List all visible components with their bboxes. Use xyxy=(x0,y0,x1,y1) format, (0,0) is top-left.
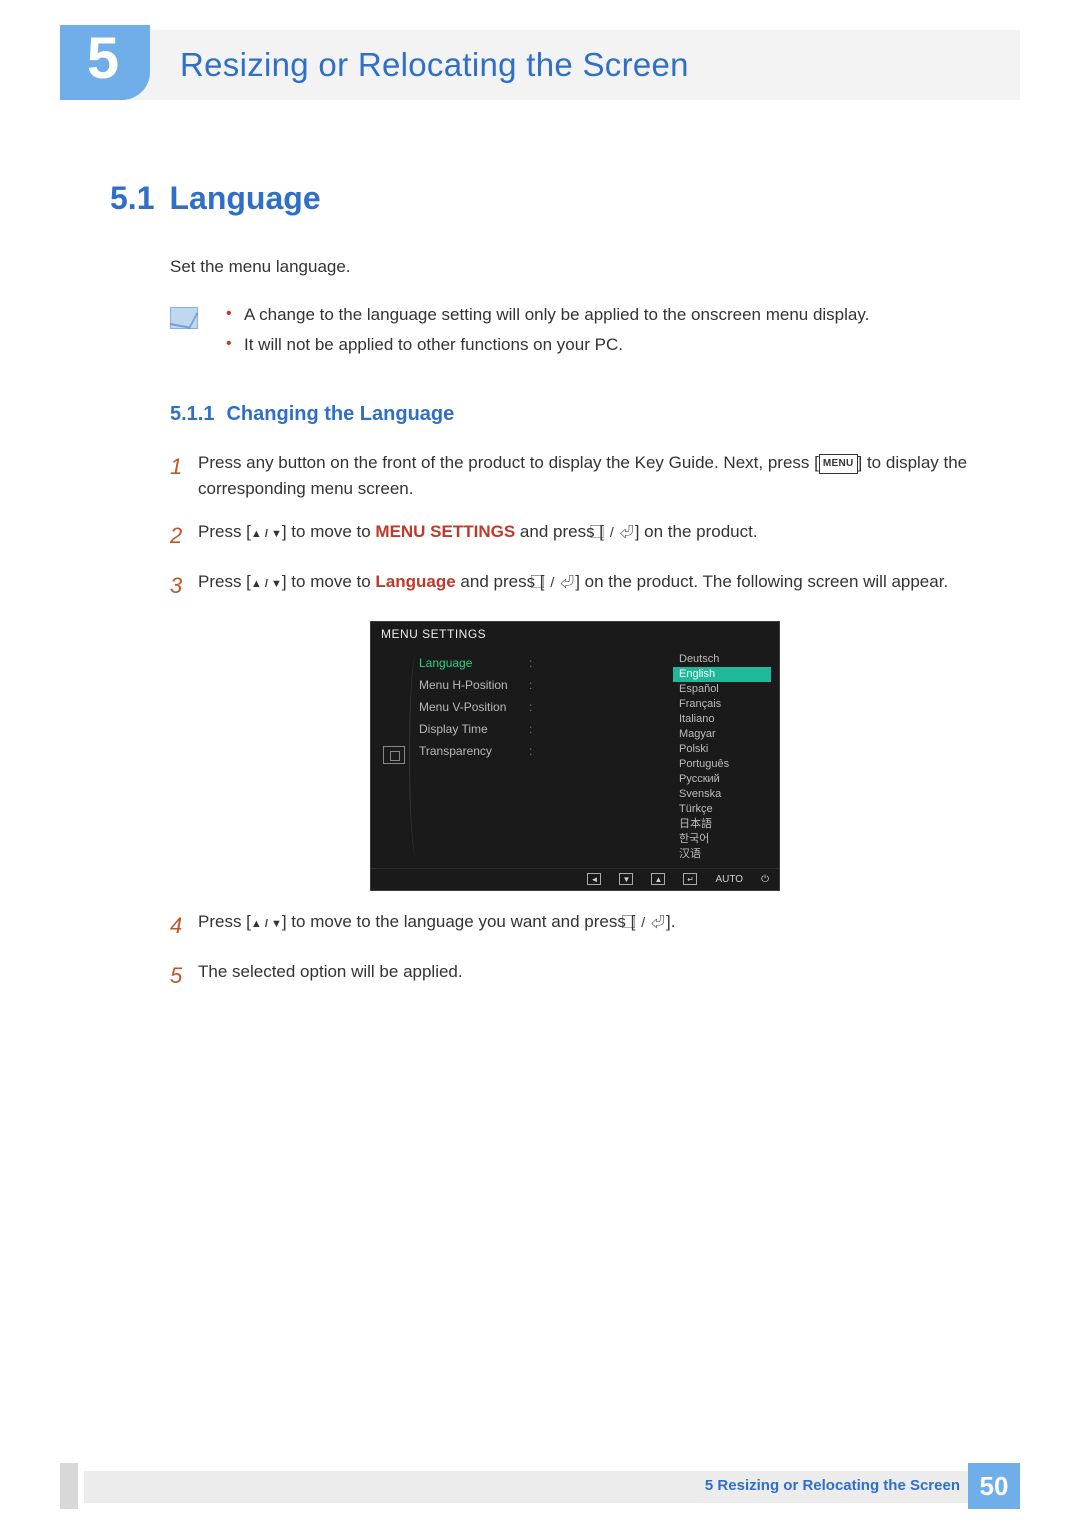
text-fragment: ] on the product. xyxy=(635,522,758,541)
osd-language-option: 日本語 xyxy=(673,817,771,832)
subsection-number: 5.1.1 xyxy=(170,403,214,425)
step-3: 3 Press [ ] to move to Language and press… xyxy=(170,569,970,603)
step-text: Press [ ] to move to MENU SETTINGS and pr… xyxy=(198,519,970,553)
step-number: 5 xyxy=(170,959,198,993)
osd-menu-label: Language xyxy=(419,656,529,670)
highlight: Language xyxy=(375,572,455,591)
osd-menu-item: Menu V-Position: xyxy=(419,696,673,718)
steps-list: 1 Press any button on the front of the p… xyxy=(170,450,970,993)
osd-menu-label: Transparency xyxy=(419,744,529,758)
step-text: The selected option will be applied. xyxy=(198,959,970,993)
note-icon xyxy=(170,307,198,329)
osd-language-option: 한국어 xyxy=(673,832,771,847)
footer-text: 5 Resizing or Relocating the Screen xyxy=(705,1477,960,1494)
step-5: 5 The selected option will be applied. xyxy=(170,959,970,993)
step-1: 1 Press any button on the front of the p… xyxy=(170,450,970,503)
step-text: Press [ ] to move to the language you wan… xyxy=(198,909,970,943)
osd-language-option-selected: English xyxy=(673,667,771,682)
osd-menu-item: Language: xyxy=(419,652,673,674)
page-footer: 5 Resizing or Relocating the Screen 50 xyxy=(60,1463,1020,1509)
up-down-arrows-icon xyxy=(251,912,282,931)
menu-button-label: MENU xyxy=(819,454,858,474)
step-2: 2 Press [ ] to move to MENU SETTINGS and … xyxy=(170,519,970,553)
osd-menu-item: Menu H-Position: xyxy=(419,674,673,696)
osd-menu-list: Language: Menu H-Position: Menu V-Positi… xyxy=(409,648,673,862)
note-item: It will not be applied to other function… xyxy=(226,335,869,355)
text-fragment: and press [ xyxy=(515,522,604,541)
content-area: 5.1 Language Set the menu language. A cha… xyxy=(110,180,970,1009)
osd-category-icon xyxy=(379,648,409,862)
chapter-number: 5 xyxy=(87,25,119,92)
text-fragment: ] to move to xyxy=(282,522,376,541)
subsection-title: Changing the Language xyxy=(226,403,454,425)
osd-panel: MENU SETTINGS Language: Menu H-Position:… xyxy=(370,621,780,891)
text-fragment: ] on the product. The following screen w… xyxy=(575,572,948,591)
osd-power-icon: ⏻ xyxy=(761,874,769,885)
step-number: 1 xyxy=(170,450,198,503)
step-number: 4 xyxy=(170,909,198,943)
osd-down-icon: ▼ xyxy=(619,873,633,885)
osd-footer: ◄ ▼ ▲ ↵ AUTO ⏻ xyxy=(371,868,779,890)
osd-up-icon: ▲ xyxy=(651,873,665,885)
note-item: A change to the language setting will on… xyxy=(226,305,869,325)
osd-language-option: Türkçe xyxy=(673,802,771,817)
step-text: Press any button on the front of the pro… xyxy=(198,450,970,503)
chapter-number-badge: 5 xyxy=(60,25,150,100)
text-fragment: Press [ xyxy=(198,522,251,541)
osd-auto-label: AUTO xyxy=(715,874,743,885)
osd-enter-icon: ↵ xyxy=(683,873,697,885)
text-fragment: ]. xyxy=(666,912,675,931)
osd-title: MENU SETTINGS xyxy=(371,622,779,646)
osd-screenshot: MENU SETTINGS Language: Menu H-Position:… xyxy=(370,621,970,891)
text-fragment: Press any button on the front of the pro… xyxy=(198,453,819,472)
enter-source-icon xyxy=(604,519,635,545)
chapter-header: 5 Resizing or Relocating the Screen xyxy=(60,30,1020,100)
text-fragment: ] to move to xyxy=(282,572,376,591)
osd-language-option: Español xyxy=(673,682,771,697)
osd-back-icon: ◄ xyxy=(587,873,601,885)
osd-language-option: Svenska xyxy=(673,787,771,802)
text-fragment: Press [ xyxy=(198,572,251,591)
up-down-arrows-icon xyxy=(251,572,282,591)
osd-language-option: Русский xyxy=(673,772,771,787)
osd-language-option: Português xyxy=(673,757,771,772)
up-down-arrows-icon xyxy=(251,522,282,541)
highlight: MENU SETTINGS xyxy=(375,522,515,541)
osd-language-list: Deutsch English Español Français Italian… xyxy=(673,648,771,862)
enter-source-icon xyxy=(545,569,576,595)
section-intro: Set the menu language. xyxy=(170,257,970,277)
section-number: 5.1 xyxy=(110,180,154,216)
osd-language-option: Français xyxy=(673,697,771,712)
osd-language-option: Deutsch xyxy=(673,652,771,667)
osd-language-option: Polski xyxy=(673,742,771,757)
osd-language-option: 汉语 xyxy=(673,847,771,862)
osd-menu-label: Menu H-Position xyxy=(419,678,529,692)
footer-accent xyxy=(60,1463,78,1509)
footer-page-number: 50 xyxy=(968,1463,1020,1509)
step-number: 2 xyxy=(170,519,198,553)
note-list: A change to the language setting will on… xyxy=(226,305,869,365)
step-text: Press [ ] to move to Language and press [… xyxy=(198,569,970,603)
text-fragment: and press [ xyxy=(456,572,545,591)
osd-menu-item: Display Time: xyxy=(419,718,673,740)
text-fragment: ] to move to the language you want and p… xyxy=(282,912,635,931)
chapter-title: Resizing or Relocating the Screen xyxy=(180,46,689,84)
osd-language-option: Magyar xyxy=(673,727,771,742)
osd-menu-label: Display Time xyxy=(419,722,529,736)
text-fragment: Press [ xyxy=(198,912,251,931)
step-4: 4 Press [ ] to move to the language you w… xyxy=(170,909,970,943)
subsection-heading: 5.1.1 Changing the Language xyxy=(170,403,970,426)
note-block: A change to the language setting will on… xyxy=(170,305,970,365)
osd-menu-label: Menu V-Position xyxy=(419,700,529,714)
osd-menu-item: Transparency: xyxy=(419,740,673,762)
section-heading: 5.1 Language xyxy=(110,180,970,217)
step-number: 3 xyxy=(170,569,198,603)
enter-source-icon xyxy=(635,909,666,935)
osd-body: Language: Menu H-Position: Menu V-Positi… xyxy=(371,646,779,868)
osd-language-option: Italiano xyxy=(673,712,771,727)
section-title: Language xyxy=(169,180,320,216)
